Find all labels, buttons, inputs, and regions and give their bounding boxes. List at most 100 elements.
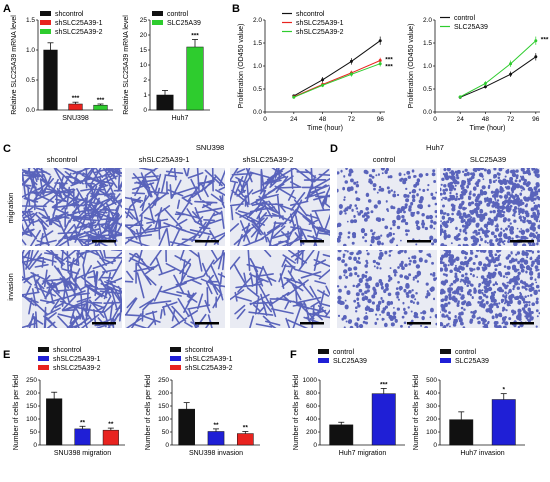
x-axis-label-F2: Huh7 invasion bbox=[460, 450, 504, 457]
y-tick-label-A1-3: 1.5 bbox=[26, 17, 35, 24]
image-grid-d-title: Huh7 bbox=[426, 143, 444, 152]
data-point-B1-2-1 bbox=[321, 83, 325, 87]
y-tick-label-A2-5: 20 bbox=[140, 32, 148, 39]
scale-bar-c-r1-c1 bbox=[195, 322, 219, 325]
legend-label-E2-2: shSLC25A39-2 bbox=[185, 365, 233, 372]
y-tick-label-F2-5: 500 bbox=[426, 377, 437, 384]
legend-label-F1-0: control bbox=[333, 349, 354, 356]
legend-swatch-F2-0 bbox=[440, 349, 451, 354]
legend-label-B1-1: shSLC25A39-1 bbox=[296, 20, 344, 27]
x-axis-label-A1: SNU398 bbox=[62, 115, 89, 122]
legend-label-A1-1: shSLC25A39-1 bbox=[55, 20, 103, 27]
scale-bar-c-r0-c0 bbox=[92, 240, 116, 243]
significance-E1-2: ** bbox=[108, 421, 114, 428]
series-line-B1-1 bbox=[293, 60, 381, 98]
scale-bar-d-r1-c0 bbox=[407, 322, 431, 325]
series-line-B2-1 bbox=[459, 40, 537, 98]
image-grid-c-title: SNU398 bbox=[196, 143, 224, 152]
micrograph-background-c-r1-c2 bbox=[230, 250, 330, 328]
y-tick-label-F1-1: 200 bbox=[306, 429, 317, 436]
scale-bar-d-r1-c1 bbox=[510, 322, 534, 325]
significance-A1-2: *** bbox=[97, 97, 105, 104]
panel-label-f: F bbox=[290, 349, 297, 361]
panel-label-b: B bbox=[232, 3, 240, 15]
legend-swatch-F1-1 bbox=[318, 358, 329, 363]
y-tick-label-B2-1: 0.5 bbox=[423, 86, 432, 93]
legend-swatch-E1-2 bbox=[38, 365, 49, 370]
micrograph-grid bbox=[22, 168, 540, 328]
bar-A2-0 bbox=[156, 94, 174, 111]
y-tick-label-B2-4: 2.0 bbox=[423, 17, 432, 24]
data-point-B1-2-2 bbox=[349, 72, 353, 76]
image-col-c-1: shSLC25A39-1 bbox=[139, 155, 190, 164]
data-point-B1-2-3 bbox=[378, 62, 382, 66]
bar-E1-2 bbox=[102, 429, 119, 446]
y-axis-label-E1: Number of cells per field bbox=[13, 375, 20, 451]
data-point-B2-1-3 bbox=[534, 39, 538, 43]
y-tick-label-E1-5: 250 bbox=[26, 377, 37, 384]
micrograph-c-r0-c2 bbox=[230, 168, 330, 246]
legend-label-F2-1: SLC25A39 bbox=[455, 358, 489, 365]
significance-B2-0: *** bbox=[541, 37, 549, 44]
data-point-B2-0-1 bbox=[483, 85, 487, 89]
scale-bar-c-r0-c2 bbox=[300, 240, 324, 243]
y-tick-label-B1-0: 0.0 bbox=[253, 109, 262, 116]
series-line-B2-0 bbox=[460, 56, 537, 98]
bar-F2-1 bbox=[491, 399, 516, 446]
legend-swatch-A1-0 bbox=[40, 11, 51, 16]
bar-E2-0 bbox=[178, 408, 195, 446]
chart-B1: 0.0 0.5 1.0 1.5 2.0 Proliferation (OD450 valu… bbox=[238, 11, 393, 132]
y-axis-label-A2: Relative SLC25A39 mRNA level bbox=[123, 15, 130, 115]
y-tick-label-A2-0: 0 bbox=[143, 107, 147, 114]
legend-swatch-E2-1 bbox=[170, 356, 181, 361]
legend-label-B2-1: SLC25A39 bbox=[454, 24, 488, 31]
chart-A1: 0.0 0.5 1.0 1.5 Relative SLC25A39 mRNA level… bbox=[11, 11, 113, 122]
panel-label-d: D bbox=[330, 143, 338, 155]
data-point-B2-1-1 bbox=[483, 81, 487, 85]
x-axis-label-B2: Time (hour) bbox=[470, 125, 506, 132]
y-tick-label-E2-1: 50 bbox=[162, 429, 170, 436]
y-tick-label-A2-1: 1 bbox=[143, 92, 147, 99]
significance-E2-2: ** bbox=[243, 424, 249, 431]
micrograph-dots-d-r1-c1 bbox=[440, 250, 540, 328]
image-col-d-0: control bbox=[373, 155, 396, 164]
y-axis-label-F2: Number of cells per field bbox=[413, 375, 420, 451]
y-tick-label-A2-6: 25 bbox=[140, 17, 148, 24]
legend-swatch-F2-1 bbox=[440, 358, 451, 363]
legend-label-F1-1: SLC25A39 bbox=[333, 358, 367, 365]
significance-A1-1: *** bbox=[72, 95, 80, 102]
legend-swatch-E1-1 bbox=[38, 356, 49, 361]
legend-swatch-A1-2 bbox=[40, 29, 51, 34]
y-tick-label-E1-4: 200 bbox=[26, 390, 37, 397]
x-tick-label-B2-2: 48 bbox=[482, 116, 490, 123]
bar-F1-1 bbox=[371, 393, 396, 446]
image-col-c-2: shSLC25A39-2 bbox=[243, 155, 294, 164]
y-tick-label-E1-3: 150 bbox=[26, 403, 37, 410]
x-tick-label-B1-3: 72 bbox=[348, 116, 356, 123]
bar-F2-0 bbox=[449, 419, 474, 446]
micrograph-cells-c-r1-c2 bbox=[230, 250, 330, 328]
scale-bar-c-r1-c2 bbox=[300, 322, 324, 325]
micrograph-c-r1-c0 bbox=[22, 250, 122, 328]
y-axis-label-F1: Number of cells per field bbox=[293, 375, 300, 451]
micrograph-d-r1-c1 bbox=[440, 250, 540, 328]
legend-swatch-E2-2 bbox=[170, 365, 181, 370]
micrograph-cells-c-r1-c0 bbox=[22, 250, 122, 328]
micrograph-cells-d-r1-c1 bbox=[440, 250, 540, 328]
y-tick-label-A1-1: 0.5 bbox=[26, 77, 35, 84]
y-tick-label-F1-2: 400 bbox=[306, 416, 317, 423]
micrograph-d-r1-c0 bbox=[337, 250, 437, 328]
micrograph-d-r0-c1 bbox=[440, 168, 540, 246]
y-tick-label-A1-0: 0.0 bbox=[26, 107, 35, 114]
data-point-B1-0-1 bbox=[321, 78, 325, 82]
data-point-B2-1-2 bbox=[509, 62, 513, 66]
y-tick-label-F2-1: 100 bbox=[426, 429, 437, 436]
y-tick-label-F1-0: 0 bbox=[313, 442, 317, 449]
micrograph-cells-d-r1-c0 bbox=[337, 250, 437, 328]
y-tick-label-B1-2: 1.0 bbox=[253, 63, 262, 70]
bar-A2-1 bbox=[186, 46, 204, 111]
bar-A1-1 bbox=[68, 103, 83, 111]
y-axis-label-A1: Relative SLC25A39 mRNA level bbox=[11, 15, 18, 115]
